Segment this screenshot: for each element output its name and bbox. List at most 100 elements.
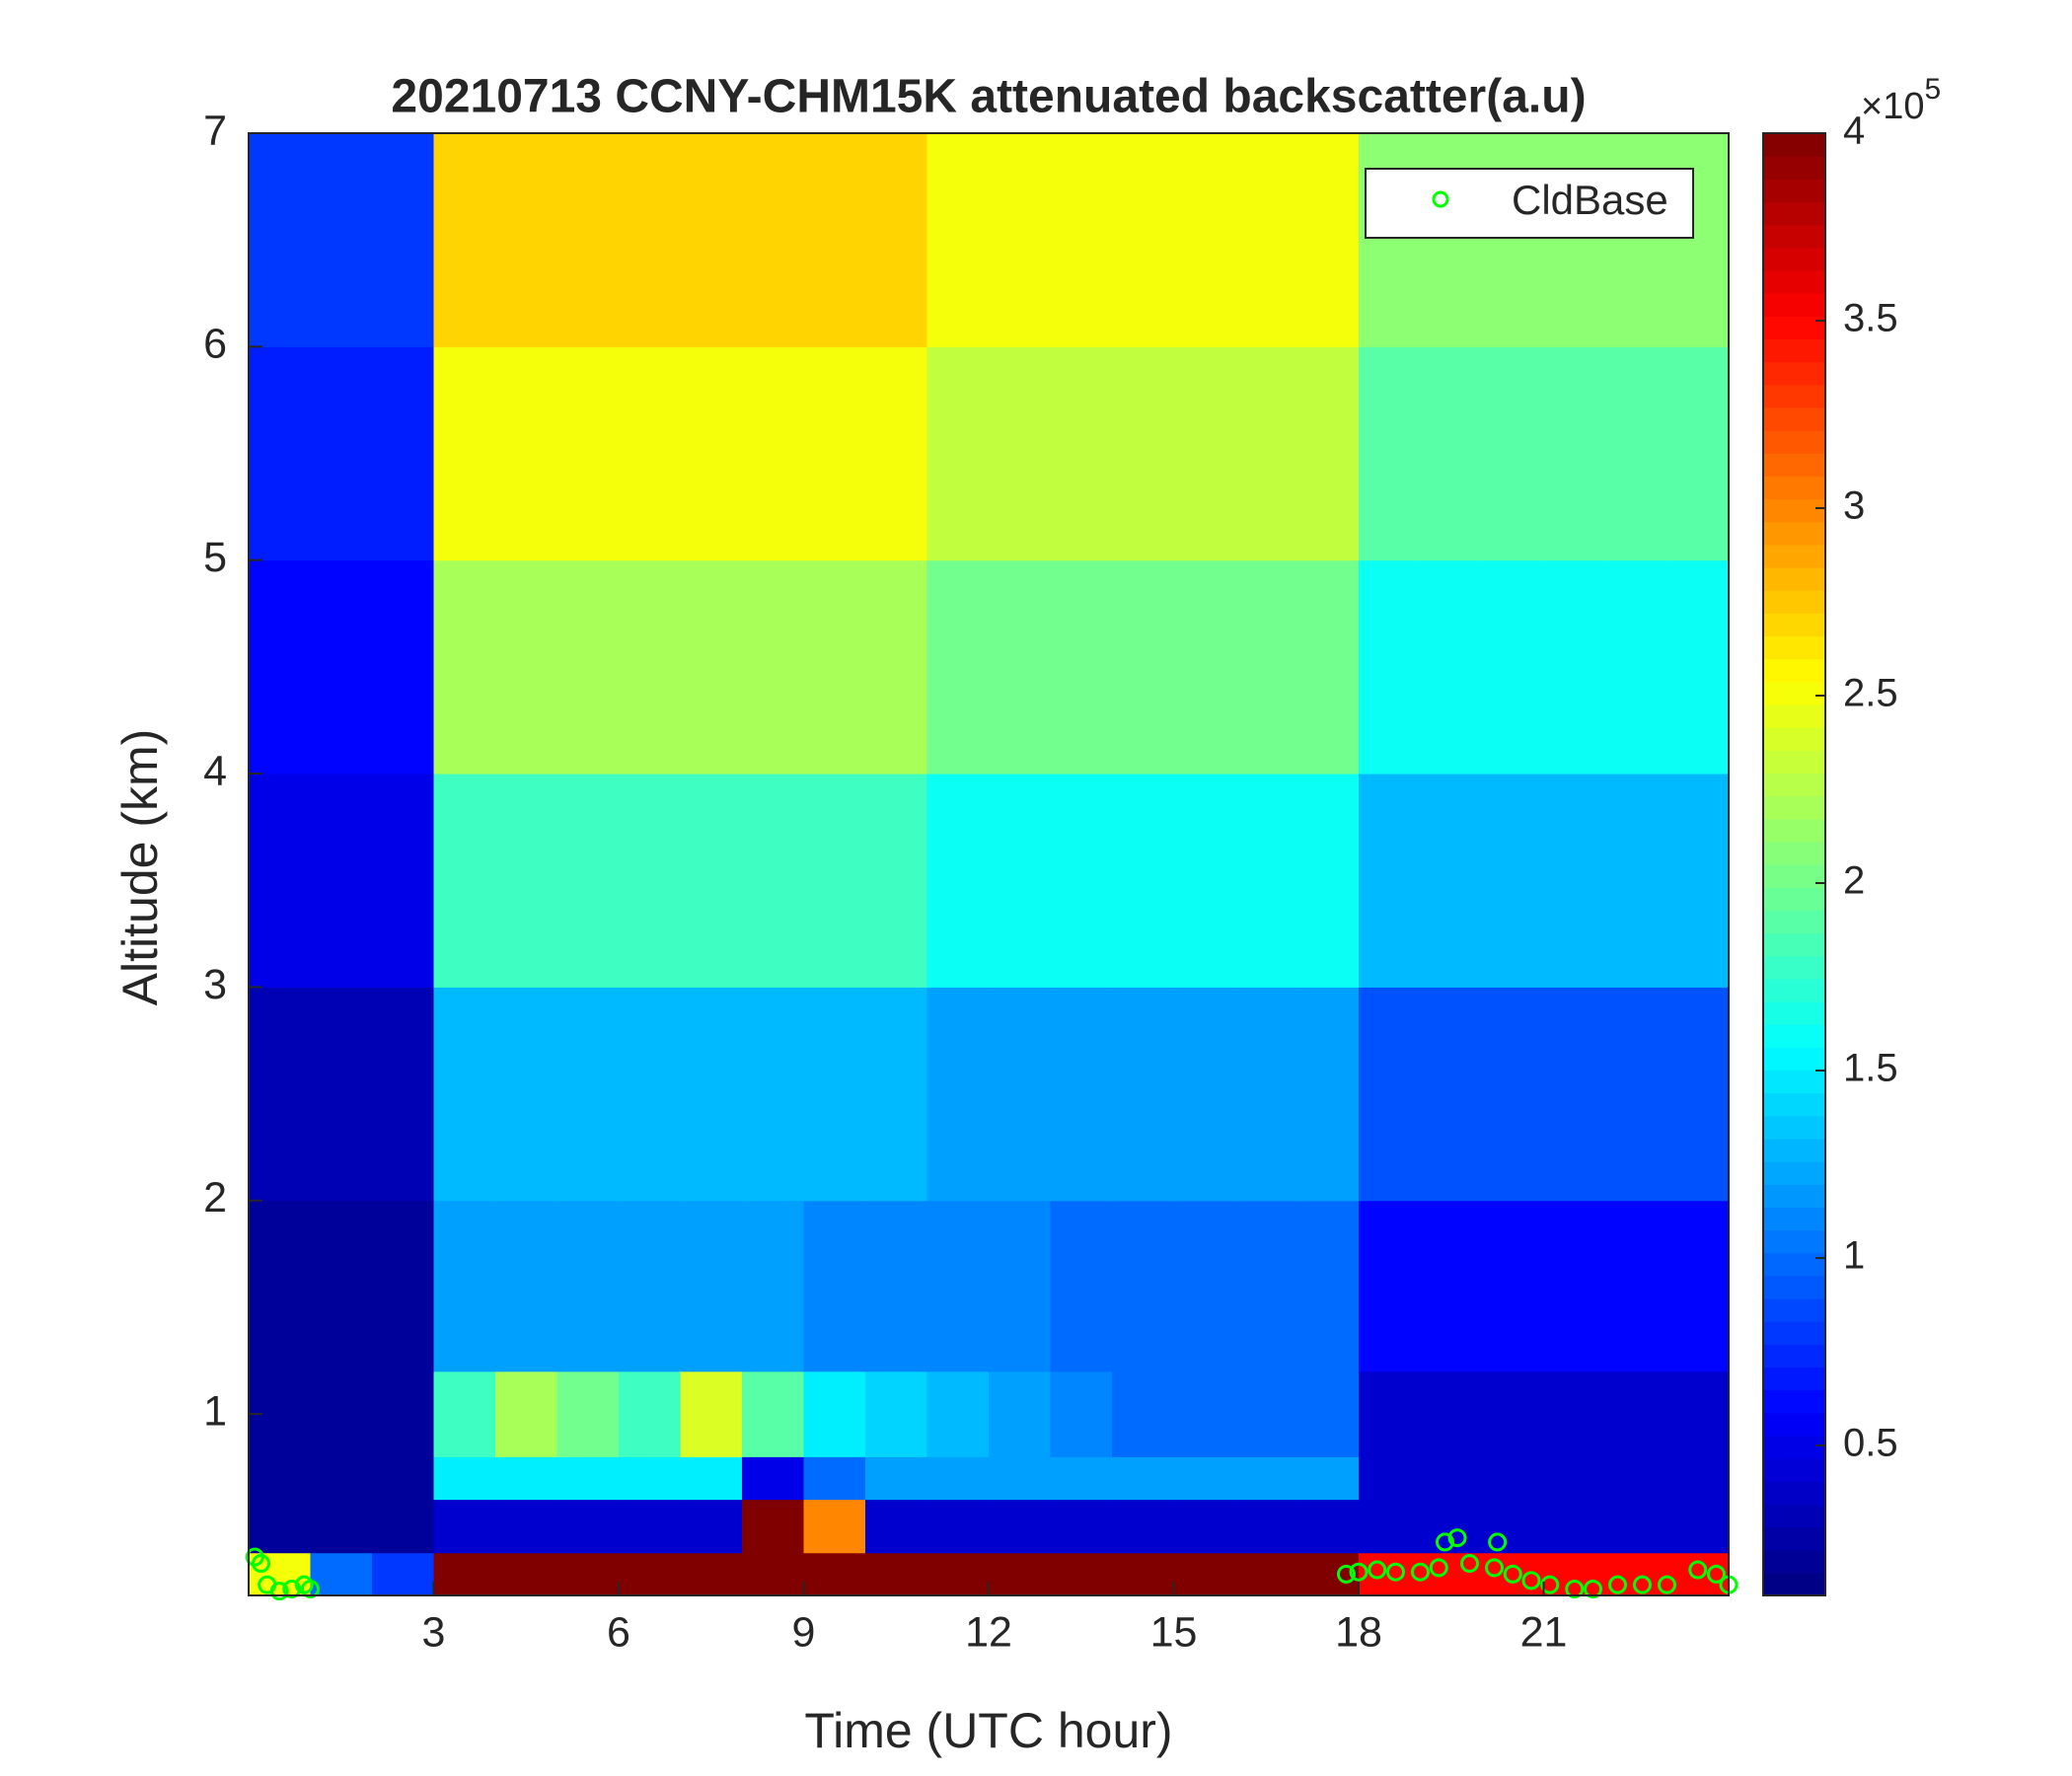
heatmap-cell <box>1482 133 1544 347</box>
heatmap-cell <box>1605 559 1667 775</box>
colorbar-tick-label: 3.5 <box>1843 297 1898 340</box>
heatmap-cell <box>1543 1200 1606 1372</box>
heatmap-cell <box>495 1200 557 1372</box>
legend-label: CldBase <box>1512 177 1668 223</box>
heatmap-cell <box>310 1552 373 1596</box>
heatmap-cell <box>1482 1200 1544 1372</box>
heatmap-cell <box>1420 774 1483 988</box>
heatmap-cell <box>1112 774 1174 988</box>
colorbar-tick-label: 4 <box>1843 110 1865 153</box>
heatmap-cell <box>742 987 804 1202</box>
heatmap-cell <box>1296 133 1360 347</box>
heatmap-cell <box>926 1552 990 1596</box>
heatmap-cell <box>926 987 990 1202</box>
heatmap-cell <box>1235 1552 1297 1596</box>
heatmap-cell <box>556 133 620 347</box>
heatmap-cell <box>433 559 496 775</box>
heatmap-cell <box>433 346 496 561</box>
colorbar-segment <box>1763 453 1825 477</box>
heatmap-cell <box>1605 774 1667 988</box>
heatmap-cell <box>865 987 927 1202</box>
heatmap-cell <box>742 774 804 988</box>
heatmap-cell <box>680 1456 743 1501</box>
heatmap-cell <box>1050 133 1113 347</box>
heatmap-cell <box>556 987 620 1202</box>
heatmap-cell <box>249 1200 311 1372</box>
heatmap-cell <box>310 1370 373 1457</box>
cloud-base-point <box>252 1554 270 1574</box>
heatmap-cell <box>803 1370 866 1457</box>
heatmap-cell <box>926 1200 990 1372</box>
heatmap-cell <box>556 1200 620 1372</box>
heatmap-cell <box>680 1552 743 1596</box>
heatmap-cell <box>803 1456 866 1501</box>
heatmap-cell <box>680 987 743 1202</box>
heatmap-cell <box>989 987 1051 1202</box>
heatmap-cell <box>1666 559 1730 775</box>
heatmap-cell <box>1173 774 1236 988</box>
heatmap-cell <box>495 133 557 347</box>
colorbar-segment <box>1763 703 1825 728</box>
heatmap-cell <box>803 133 866 347</box>
heatmap-cell <box>619 987 681 1202</box>
heatmap-cell <box>1112 559 1174 775</box>
heatmap-cell <box>495 1370 557 1457</box>
heatmap-cell <box>1420 1200 1483 1372</box>
colorbar-segment <box>1763 1481 1825 1505</box>
colorbar-segment <box>1763 1389 1825 1414</box>
heatmap-cell <box>1666 1200 1730 1372</box>
heatmap-cell <box>1666 987 1730 1202</box>
colorbar-segment <box>1763 635 1825 660</box>
heatmap-cell <box>926 1499 990 1554</box>
heatmap-cell <box>1173 987 1236 1202</box>
heatmap-cell <box>619 346 681 561</box>
colorbar-segment <box>1763 1412 1825 1437</box>
heatmap-cell <box>1235 774 1297 988</box>
cloud-base-point <box>1447 1528 1467 1548</box>
colorbar-segment <box>1763 773 1825 797</box>
heatmap-cell <box>1605 987 1667 1202</box>
heatmap-cell <box>926 1370 990 1457</box>
heatmap-cell <box>1482 1370 1544 1457</box>
heatmap-cell <box>310 1200 373 1372</box>
heatmap-cell <box>865 1552 927 1596</box>
cloud-base-point <box>282 1580 302 1599</box>
colorbar-segment <box>1763 613 1825 637</box>
colorbar-segment <box>1763 1297 1825 1322</box>
x-tick-label: 9 <box>792 1608 816 1656</box>
colorbar-segment <box>1763 932 1825 957</box>
cloud-base-point <box>1565 1580 1585 1599</box>
heatmap-cell <box>1112 133 1174 347</box>
heatmap-cell <box>1173 1499 1236 1554</box>
heatmap-cell <box>1666 1370 1730 1457</box>
colorbar-segment <box>1763 1229 1825 1254</box>
heatmap-cell <box>865 1499 927 1554</box>
heatmap-cell <box>1359 559 1421 775</box>
colorbar-segment <box>1763 1161 1825 1185</box>
heatmap-cell <box>803 774 866 988</box>
colorbar-tick-label: 2.5 <box>1843 672 1898 715</box>
heatmap-cell <box>1296 1552 1360 1596</box>
heatmap-cell <box>803 987 866 1202</box>
heatmap-cell <box>1296 559 1360 775</box>
cloud-base-point <box>269 1582 289 1601</box>
x-tick-label: 18 <box>1335 1608 1382 1656</box>
heatmap-cell <box>1605 1499 1667 1554</box>
heatmap-cell <box>1359 1456 1421 1501</box>
colorbar-segment <box>1763 978 1825 1002</box>
heatmap-cell <box>680 774 743 988</box>
heatmap-cell <box>865 133 927 347</box>
colorbar-segment <box>1763 521 1825 546</box>
heatmap-cell <box>1050 1456 1113 1501</box>
heatmap-cell <box>619 133 681 347</box>
colorbar-segment <box>1763 590 1825 614</box>
colorbar-segment <box>1763 818 1825 843</box>
colorbar-segment <box>1763 1115 1825 1140</box>
y-tick-label: 2 <box>203 1174 227 1221</box>
y-axis-label: Altitude (km) <box>112 729 168 1006</box>
heatmap-cell <box>1543 1456 1606 1501</box>
colorbar-segment <box>1763 338 1825 363</box>
colorbar-tick-label: 3 <box>1843 484 1865 528</box>
y-tick-label: 3 <box>203 961 227 1008</box>
legend-marker <box>1432 190 1449 208</box>
